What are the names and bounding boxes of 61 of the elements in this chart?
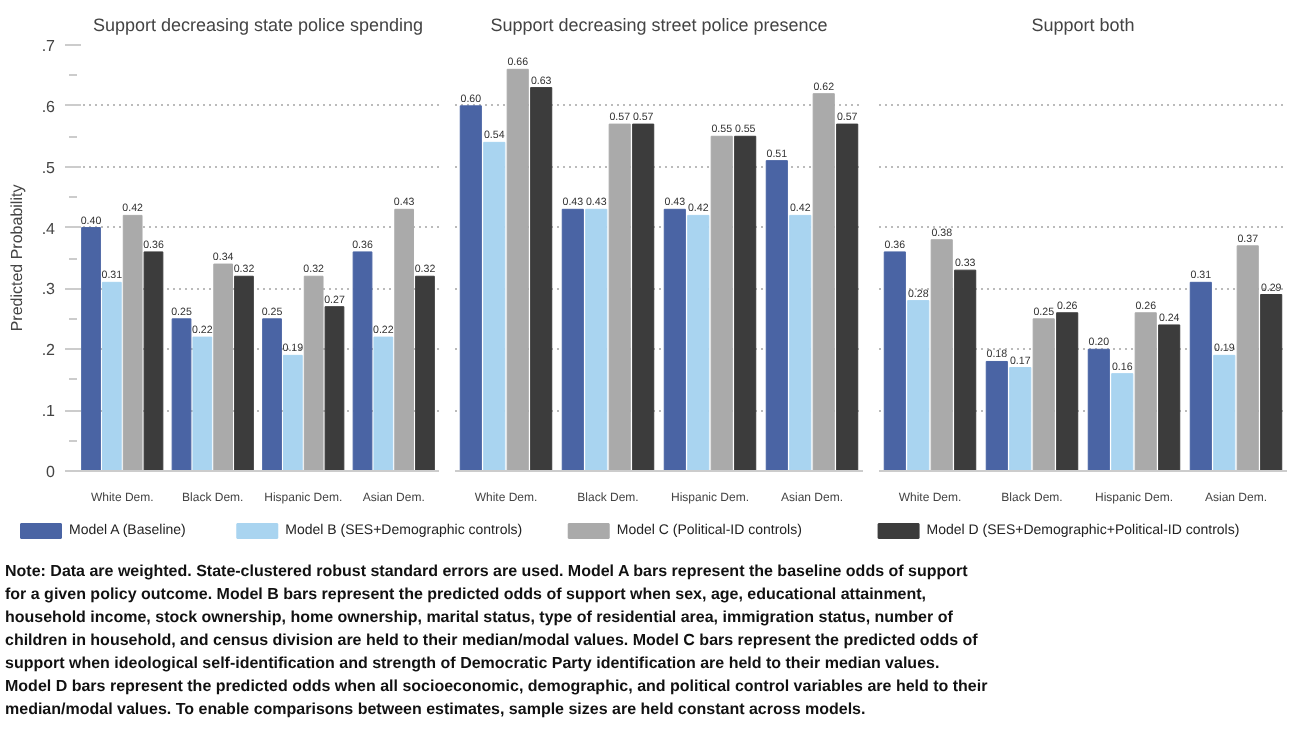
bar (101, 281, 122, 471)
bar (930, 239, 953, 471)
bar (143, 251, 164, 471)
bar (1213, 354, 1236, 471)
bar (789, 214, 812, 471)
bar (1087, 348, 1110, 471)
bar (192, 336, 213, 471)
y-tick-label: .5 (41, 158, 57, 177)
bar (1111, 373, 1134, 471)
bar (352, 251, 373, 471)
bar (1009, 367, 1032, 471)
bar (561, 208, 584, 471)
bar (303, 275, 324, 471)
bar (985, 360, 1008, 471)
bar (483, 141, 506, 471)
y-axis-title: Predicted Probability (7, 184, 26, 332)
text: Note: Data are weighted. State-clustered robust standard errors are used. Model A bars represent the baseline odds of support for a given policy outcome. Model B bars represent the predicted odds of support when sex, age, educational attainment, household income, stock ownership, home ownership, marital status, type of residential area, immigration status, number of children in household, and census division are held to their median/modal values. Model C bars represent the predicted odds of support when ideological self-identification and strength of Democratic Party identification are held to their median values. Model D bars represent the predicted odds when all socioeconomic, demographic, and political control variables are held to their median/modal values. To enable comparisons between estimates, sample sizes are held constant across models. (5, 562, 988, 718)
bar (663, 208, 686, 471)
chart-title: Support decreasing street police presence (490, 15, 828, 35)
bar (1134, 312, 1157, 471)
y-tick-label: 0 (46, 463, 57, 481)
bar (324, 306, 345, 471)
bar (954, 269, 977, 471)
bar (907, 300, 930, 471)
bar (836, 123, 859, 471)
bar (213, 263, 234, 471)
bar (1189, 281, 1212, 471)
y-tick-label: .7 (41, 37, 57, 55)
bar (282, 354, 303, 471)
bar (687, 214, 710, 471)
bar (734, 135, 757, 471)
bar (883, 251, 906, 471)
y-tick-label: .2 (41, 341, 57, 360)
bar (812, 93, 835, 471)
bar (415, 275, 435, 471)
bar (459, 105, 482, 471)
bar (1260, 294, 1283, 471)
bar (608, 123, 631, 471)
y-tick-label: .6 (41, 97, 57, 116)
bar (765, 160, 788, 471)
bar (373, 336, 394, 471)
bar (585, 208, 608, 471)
bar (710, 135, 733, 471)
bar (506, 68, 529, 471)
bar (394, 208, 415, 471)
bar (234, 275, 254, 471)
bar (81, 227, 101, 471)
bar (1032, 318, 1055, 471)
y-tick-label: .3 (41, 280, 57, 299)
bar (171, 318, 192, 471)
bar (530, 87, 553, 471)
chart-title: Support decreasing state police spending (92, 15, 424, 35)
chart-title: Support both (1031, 15, 1135, 35)
bar (632, 123, 655, 471)
y-tick-label: .4 (41, 219, 57, 238)
y-tick-label: .1 (41, 402, 57, 421)
bar (1056, 312, 1079, 471)
bar (122, 214, 143, 471)
bar (262, 318, 282, 471)
bar (1236, 245, 1259, 471)
bar (1158, 324, 1181, 471)
